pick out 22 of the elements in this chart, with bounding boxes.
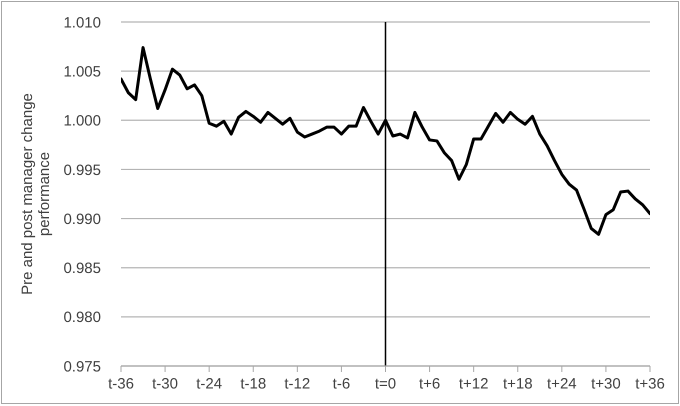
x-tick-label: t=0: [374, 376, 396, 393]
x-tick-label: t+36: [635, 376, 665, 393]
x-tick-label: t-12: [284, 376, 310, 393]
x-tick-label: t+18: [502, 376, 533, 393]
y-tick-label: 1.010: [63, 14, 101, 32]
y-tick-label: 1.005: [63, 63, 101, 80]
y-tick-label: 0.980: [63, 309, 101, 326]
x-tick-label: t-24: [196, 376, 222, 393]
x-tick-label: t-6: [332, 376, 350, 393]
x-tick-label: t-36: [108, 376, 134, 393]
x-tick-label: t+24: [547, 376, 577, 393]
x-tick-label: t+12: [458, 376, 488, 393]
x-tick-label: t+6: [418, 376, 440, 393]
x-tick-label: t+30: [591, 376, 621, 393]
y-tick-label: 0.975: [63, 358, 101, 376]
y-tick-label: 0.995: [63, 162, 101, 179]
x-tick-label: t-18: [240, 376, 266, 393]
y-tick-label: 0.990: [63, 210, 101, 228]
y-tick-label: 1.000: [63, 112, 101, 130]
y-axis-title: Pre and post manager change performance: [19, 93, 53, 295]
y-tick-label: 0.985: [63, 260, 101, 278]
x-tick-label: t-30: [152, 376, 178, 393]
